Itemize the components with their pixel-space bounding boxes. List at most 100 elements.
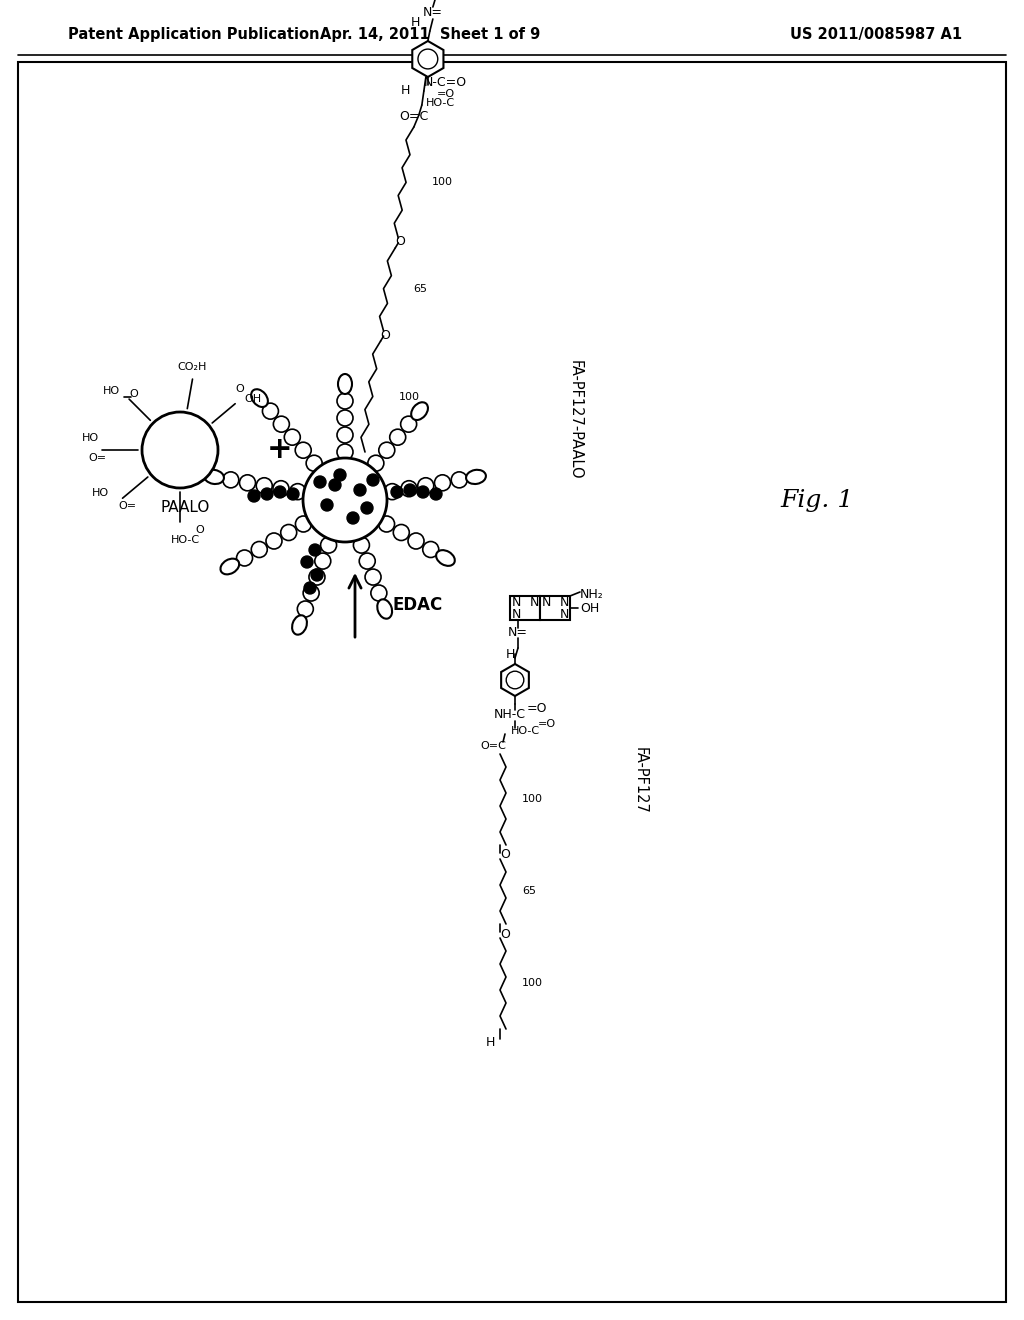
Text: O=: O= xyxy=(88,453,106,463)
Circle shape xyxy=(306,455,323,471)
Circle shape xyxy=(251,541,267,557)
Text: FA-PF127: FA-PF127 xyxy=(633,747,647,813)
Text: H: H xyxy=(412,16,421,29)
Text: =O: =O xyxy=(526,701,547,714)
Text: N: N xyxy=(542,595,551,609)
Text: HO-C: HO-C xyxy=(170,535,200,545)
Circle shape xyxy=(295,442,311,458)
Circle shape xyxy=(287,488,299,500)
Circle shape xyxy=(290,483,306,500)
Circle shape xyxy=(334,469,346,480)
Text: HO: HO xyxy=(82,433,98,444)
Text: N: N xyxy=(559,595,568,609)
Circle shape xyxy=(368,455,384,471)
Circle shape xyxy=(417,486,429,498)
Text: NH-C: NH-C xyxy=(494,708,526,721)
Text: H: H xyxy=(485,1036,495,1049)
Text: N-C=O: N-C=O xyxy=(424,77,467,90)
Circle shape xyxy=(365,569,381,585)
Text: N: N xyxy=(511,595,520,609)
Circle shape xyxy=(452,471,467,488)
Circle shape xyxy=(404,484,416,496)
Circle shape xyxy=(400,416,417,432)
Circle shape xyxy=(418,478,434,494)
Text: 100: 100 xyxy=(432,177,453,187)
Text: O: O xyxy=(196,525,205,535)
Circle shape xyxy=(354,484,366,496)
Text: N=: N= xyxy=(423,7,442,20)
Circle shape xyxy=(423,541,438,557)
Text: =O: =O xyxy=(538,719,556,729)
Circle shape xyxy=(223,471,239,488)
Circle shape xyxy=(142,412,218,488)
Text: HO-C: HO-C xyxy=(426,98,455,108)
Circle shape xyxy=(337,426,353,444)
Circle shape xyxy=(401,480,417,496)
Text: 65: 65 xyxy=(522,887,536,896)
Circle shape xyxy=(273,480,289,496)
Text: N: N xyxy=(559,607,568,620)
Circle shape xyxy=(434,475,451,491)
Circle shape xyxy=(391,486,403,498)
Text: EDAC: EDAC xyxy=(393,597,443,614)
Text: HO: HO xyxy=(92,488,110,498)
Circle shape xyxy=(266,533,282,549)
Text: N=: N= xyxy=(508,626,528,639)
Text: 100: 100 xyxy=(398,392,420,401)
Circle shape xyxy=(309,569,325,585)
Circle shape xyxy=(273,416,290,432)
Text: +: + xyxy=(267,436,293,465)
Text: OH: OH xyxy=(245,393,262,404)
Text: N: N xyxy=(511,607,520,620)
Circle shape xyxy=(337,411,353,426)
Circle shape xyxy=(337,393,353,409)
Text: PAALO: PAALO xyxy=(161,500,210,516)
Circle shape xyxy=(384,483,400,500)
Text: Patent Application Publication: Patent Application Publication xyxy=(68,28,319,42)
Circle shape xyxy=(237,550,253,566)
Polygon shape xyxy=(510,597,540,620)
Text: O=C: O=C xyxy=(480,741,506,751)
Circle shape xyxy=(337,444,353,459)
Circle shape xyxy=(506,671,524,689)
Text: O: O xyxy=(500,928,510,940)
Polygon shape xyxy=(413,41,443,77)
Text: Fig. 1: Fig. 1 xyxy=(780,488,853,511)
Circle shape xyxy=(314,553,331,569)
Text: 100: 100 xyxy=(522,795,543,804)
Circle shape xyxy=(347,512,359,524)
Circle shape xyxy=(314,477,326,488)
Circle shape xyxy=(321,537,337,553)
Circle shape xyxy=(390,429,406,445)
Circle shape xyxy=(430,488,442,500)
Text: O: O xyxy=(236,384,245,393)
Circle shape xyxy=(262,403,279,420)
Text: H: H xyxy=(401,84,411,98)
Circle shape xyxy=(301,556,313,568)
Text: US 2011/0085987 A1: US 2011/0085987 A1 xyxy=(790,28,963,42)
Circle shape xyxy=(379,442,395,458)
Circle shape xyxy=(371,585,387,601)
Ellipse shape xyxy=(251,389,268,407)
Ellipse shape xyxy=(377,599,392,619)
Circle shape xyxy=(281,524,297,540)
Circle shape xyxy=(359,553,375,569)
Text: CO₂H: CO₂H xyxy=(178,362,207,372)
Text: HO-C: HO-C xyxy=(510,726,540,737)
Text: O=C: O=C xyxy=(399,111,428,124)
Circle shape xyxy=(379,516,394,532)
Circle shape xyxy=(393,524,410,540)
Circle shape xyxy=(256,478,272,494)
Text: HO: HO xyxy=(102,385,120,396)
Ellipse shape xyxy=(292,615,307,635)
Circle shape xyxy=(408,533,424,549)
Text: NH₂: NH₂ xyxy=(581,587,604,601)
Circle shape xyxy=(240,475,256,491)
Circle shape xyxy=(285,429,300,445)
Text: O: O xyxy=(500,849,510,862)
Ellipse shape xyxy=(466,470,486,484)
Circle shape xyxy=(248,490,260,502)
Ellipse shape xyxy=(220,558,240,574)
Text: H: H xyxy=(505,648,515,661)
Text: =O: =O xyxy=(437,88,455,99)
